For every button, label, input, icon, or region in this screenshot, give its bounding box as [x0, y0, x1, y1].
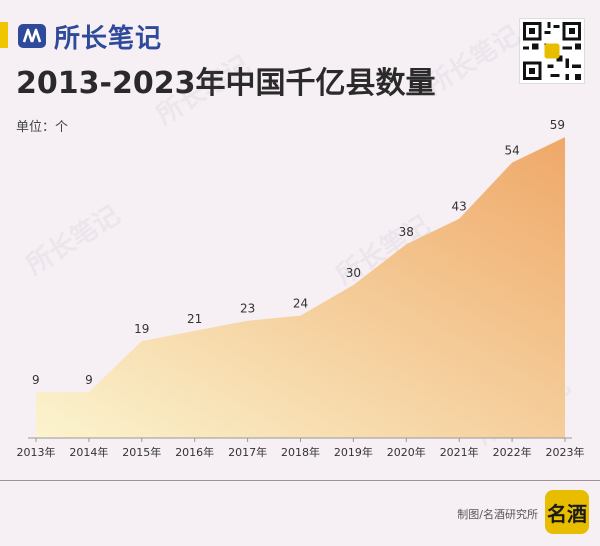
- qr-code-icon: [519, 18, 585, 84]
- x-tick-label: 2013年: [17, 445, 56, 459]
- area-chart: 2013年 2014年 2015年 2016年 2017年 2018年 2019年 2020年…: [17, 118, 585, 459]
- publisher-logo: 名酒: [545, 490, 589, 534]
- data-label: 9: [32, 373, 40, 387]
- area-series: [36, 137, 565, 438]
- data-label: 23: [240, 302, 255, 316]
- x-tick-label: 2016年: [175, 445, 214, 459]
- data-label: 21: [187, 312, 202, 326]
- brand-logo-icon: [18, 24, 46, 48]
- x-tick-label: 2015年: [122, 445, 161, 459]
- data-label: 59: [550, 118, 565, 132]
- x-tick-label: 2022年: [493, 445, 532, 459]
- brand-name: 所长笔记: [54, 23, 163, 54]
- x-tick-label: 2018年: [281, 445, 320, 459]
- x-tick-label: 2017年: [228, 445, 267, 459]
- data-label: 30: [346, 266, 361, 280]
- brand-accent-bar: [0, 22, 8, 48]
- chart-credit: 制图/名酒研究所: [457, 508, 538, 521]
- x-tick-label: 2014年: [69, 445, 108, 459]
- unit-label: 单位：个: [16, 120, 69, 135]
- x-tick-label: 2021年: [440, 445, 479, 459]
- x-tick-label: 2019年: [334, 445, 373, 459]
- data-label: 38: [399, 225, 414, 239]
- data-label: 24: [293, 297, 308, 311]
- page-title: 2013-2023年中国千亿县数量: [16, 66, 436, 101]
- x-tick-label: 2023年: [546, 445, 585, 459]
- x-tick-label: 2020年: [387, 445, 426, 459]
- brand-header: 所长笔记: [16, 18, 162, 54]
- data-label: 19: [134, 322, 149, 336]
- data-label: 54: [504, 144, 519, 158]
- data-label: 9: [85, 373, 93, 387]
- footer-divider: [0, 480, 600, 481]
- data-label: 43: [452, 200, 467, 214]
